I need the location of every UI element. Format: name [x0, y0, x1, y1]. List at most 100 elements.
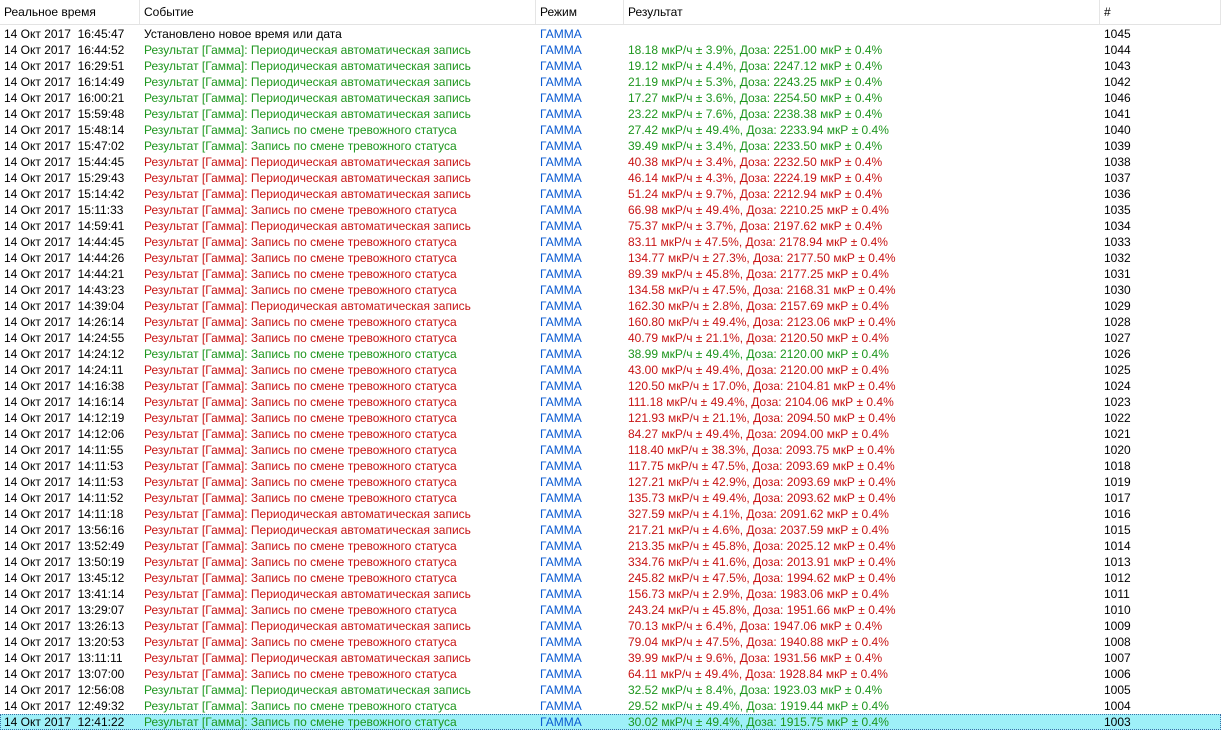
table-row[interactable]: 14 Окт 2017 16:29:51 Результат [Гамма]: П…	[0, 58, 1221, 74]
id-cell: 1033	[1104, 235, 1131, 249]
mode-cell: ГАММА	[540, 187, 582, 201]
result-cell: 118.40 мкР/ч ± 38.3%, Доза: 2093.75 мкР …	[628, 443, 895, 457]
id-cell: 1003	[1104, 715, 1131, 729]
event-cell: Результат [Гамма]: Периодическая автомат…	[144, 59, 471, 73]
result-cell: 84.27 мкР/ч ± 49.4%, Доза: 2094.00 мкР ±…	[628, 427, 889, 441]
id-cell: 1029	[1104, 299, 1131, 313]
id-cell: 1042	[1104, 75, 1131, 89]
table-row[interactable]: 14 Окт 2017 12:49:32 Результат [Гамма]: З…	[0, 698, 1221, 714]
table-row[interactable]: 14 Окт 2017 13:50:19 Результат [Гамма]: З…	[0, 554, 1221, 570]
table-row[interactable]: 14 Окт 2017 13:20:53 Результат [Гамма]: З…	[0, 634, 1221, 650]
table-row[interactable]: 14 Окт 2017 14:11:55 Результат [Гамма]: З…	[0, 442, 1221, 458]
result-cell	[628, 26, 1098, 42]
table-row[interactable]: 14 Окт 2017 14:11:53 Результат [Гамма]: З…	[0, 474, 1221, 490]
table-row[interactable]: 14 Окт 2017 13:41:14 Результат [Гамма]: П…	[0, 586, 1221, 602]
table-row[interactable]: 14 Окт 2017 13:26:13 Результат [Гамма]: П…	[0, 618, 1221, 634]
table-row[interactable]: 14 Окт 2017 13:07:00 Результат [Гамма]: З…	[0, 666, 1221, 682]
column-header[interactable]: #	[1100, 0, 1221, 24]
mode-cell: ГАММА	[540, 443, 582, 457]
table-row[interactable]: 14 Окт 2017 14:11:53 Результат [Гамма]: З…	[0, 458, 1221, 474]
time-cell: 14 Окт 2017 14:11:52	[4, 491, 124, 505]
table-row[interactable]: 14 Окт 2017 15:59:48 Результат [Гамма]: П…	[0, 106, 1221, 122]
id-cell: 1017	[1104, 491, 1131, 505]
result-cell: 40.79 мкР/ч ± 21.1%, Доза: 2120.50 мкР ±…	[628, 331, 889, 345]
result-cell: 135.73 мкР/ч ± 49.4%, Доза: 2093.62 мкР …	[628, 491, 896, 505]
result-cell: 156.73 мкР/ч ± 2.9%, Доза: 1983.06 мкР ±…	[628, 587, 889, 601]
table-row[interactable]: 14 Окт 2017 16:00:21 Результат [Гамма]: П…	[0, 90, 1221, 106]
table-row[interactable]: 14 Окт 2017 15:11:33 Результат [Гамма]: З…	[0, 202, 1221, 218]
time-cell: 14 Окт 2017 14:43:23	[4, 283, 125, 297]
table-row[interactable]: 14 Окт 2017 14:26:14 Результат [Гамма]: З…	[0, 314, 1221, 330]
table-row[interactable]: 14 Окт 2017 14:44:45 Результат [Гамма]: З…	[0, 234, 1221, 250]
table-row[interactable]: 14 Окт 2017 14:12:06 Результат [Гамма]: З…	[0, 426, 1221, 442]
table-row[interactable]: 14 Окт 2017 15:29:43 Результат [Гамма]: П…	[0, 170, 1221, 186]
table-row[interactable]: 14 Окт 2017 16:14:49 Результат [Гамма]: П…	[0, 74, 1221, 90]
table-row[interactable]: 14 Окт 2017 14:24:55 Результат [Гамма]: З…	[0, 330, 1221, 346]
table-row[interactable]: 14 Окт 2017 14:59:41 Результат [Гамма]: П…	[0, 218, 1221, 234]
event-cell: Результат [Гамма]: Запись по смене трево…	[144, 379, 457, 393]
mode-cell: ГАММА	[540, 219, 582, 233]
mode-cell: ГАММА	[540, 283, 582, 297]
table-row[interactable]: 14 Окт 2017 14:12:19 Результат [Гамма]: З…	[0, 410, 1221, 426]
time-cell: 14 Окт 2017 15:48:14	[4, 123, 125, 137]
id-cell: 1025	[1104, 363, 1131, 377]
id-cell: 1020	[1104, 443, 1131, 457]
column-header[interactable]: Реальное время	[0, 0, 140, 24]
mode-cell: ГАММА	[540, 379, 582, 393]
column-header[interactable]: Событие	[140, 0, 536, 24]
table-row[interactable]: 14 Окт 2017 16:45:47 Установлено новое вр…	[0, 26, 1221, 42]
event-cell: Результат [Гамма]: Периодическая автомат…	[144, 43, 471, 57]
result-cell: 217.21 мкР/ч ± 4.6%, Доза: 2037.59 мкР ±…	[628, 523, 889, 537]
result-cell: 32.52 мкР/ч ± 8.4%, Доза: 1923.03 мкР ± …	[628, 683, 883, 697]
event-cell: Результат [Гамма]: Запись по смене трево…	[144, 539, 457, 553]
table-row[interactable]: 14 Окт 2017 13:29:07 Результат [Гамма]: З…	[0, 602, 1221, 618]
id-cell: 1013	[1104, 555, 1131, 569]
table-row[interactable]: 14 Окт 2017 14:24:11 Результат [Гамма]: З…	[0, 362, 1221, 378]
mode-cell: ГАММА	[540, 139, 582, 153]
table-row[interactable]: 14 Окт 2017 14:44:26 Результат [Гамма]: З…	[0, 250, 1221, 266]
table-row[interactable]: 14 Окт 2017 13:56:16 Результат [Гамма]: П…	[0, 522, 1221, 538]
id-cell: 1021	[1104, 427, 1131, 441]
table-row[interactable]: 14 Окт 2017 15:44:45 Результат [Гамма]: П…	[0, 154, 1221, 170]
time-cell: 14 Окт 2017 14:24:55	[4, 331, 125, 345]
table-row[interactable]: 14 Окт 2017 12:41:22 Результат [Гамма]: З…	[0, 714, 1221, 730]
table-row[interactable]: 14 Окт 2017 15:47:02 Результат [Гамма]: З…	[0, 138, 1221, 154]
table-row[interactable]: 14 Окт 2017 14:11:18 Результат [Гамма]: П…	[0, 506, 1221, 522]
id-cell: 1038	[1104, 155, 1131, 169]
event-cell: Результат [Гамма]: Запись по смене трево…	[144, 699, 457, 713]
time-cell: 14 Окт 2017 13:56:16	[4, 523, 125, 537]
table-row[interactable]: 14 Окт 2017 14:11:52 Результат [Гамма]: З…	[0, 490, 1221, 506]
id-cell: 1004	[1104, 699, 1131, 713]
table-row[interactable]: 14 Окт 2017 14:16:38 Результат [Гамма]: З…	[0, 378, 1221, 394]
column-header[interactable]: Режим	[536, 0, 624, 24]
table-row[interactable]: 14 Окт 2017 13:52:49 Результат [Гамма]: З…	[0, 538, 1221, 554]
table-row[interactable]: 14 Окт 2017 12:56:08 Результат [Гамма]: П…	[0, 682, 1221, 698]
table-row[interactable]: 14 Окт 2017 14:39:04 Результат [Гамма]: П…	[0, 298, 1221, 314]
result-cell: 245.82 мкР/ч ± 47.5%, Доза: 1994.62 мкР …	[628, 571, 896, 585]
result-cell: 127.21 мкР/ч ± 42.9%, Доза: 2093.69 мкР …	[628, 475, 896, 489]
event-cell: Результат [Гамма]: Запись по смене трево…	[144, 411, 457, 425]
table-row[interactable]: 14 Окт 2017 14:16:14 Результат [Гамма]: З…	[0, 394, 1221, 410]
time-cell: 14 Окт 2017 16:00:21	[4, 91, 125, 105]
mode-cell: ГАММА	[540, 587, 582, 601]
table-row[interactable]: 14 Окт 2017 14:43:23 Результат [Гамма]: З…	[0, 282, 1221, 298]
time-cell: 14 Окт 2017 14:24:12	[4, 347, 125, 361]
id-cell: 1015	[1104, 523, 1131, 537]
result-cell: 327.59 мкР/ч ± 4.1%, Доза: 2091.62 мкР ±…	[628, 507, 889, 521]
table-row[interactable]: 14 Окт 2017 16:44:52 Результат [Гамма]: П…	[0, 42, 1221, 58]
table-row[interactable]: 14 Окт 2017 13:11:11 Результат [Гамма]: П…	[0, 650, 1221, 666]
event-cell: Результат [Гамма]: Запись по смене трево…	[144, 203, 457, 217]
table-row[interactable]: 14 Окт 2017 14:24:12 Результат [Гамма]: З…	[0, 346, 1221, 362]
time-cell: 14 Окт 2017 15:29:43	[4, 171, 125, 185]
event-cell: Результат [Гамма]: Запись по смене трево…	[144, 283, 457, 297]
event-cell: Результат [Гамма]: Запись по смене трево…	[144, 363, 457, 377]
time-cell: 14 Окт 2017 15:59:48	[4, 107, 125, 121]
table-row[interactable]: 14 Окт 2017 15:48:14 Результат [Гамма]: З…	[0, 122, 1221, 138]
column-header[interactable]: Результат	[624, 0, 1100, 24]
table-row[interactable]: 14 Окт 2017 13:45:12 Результат [Гамма]: З…	[0, 570, 1221, 586]
event-cell: Результат [Гамма]: Периодическая автомат…	[144, 523, 471, 537]
time-cell: 14 Окт 2017 15:47:02	[4, 139, 125, 153]
table-row[interactable]: 14 Окт 2017 15:14:42 Результат [Гамма]: П…	[0, 186, 1221, 202]
result-cell: 23.22 мкР/ч ± 7.6%, Доза: 2238.38 мкР ± …	[628, 107, 883, 121]
table-row[interactable]: 14 Окт 2017 14:44:21 Результат [Гамма]: З…	[0, 266, 1221, 282]
